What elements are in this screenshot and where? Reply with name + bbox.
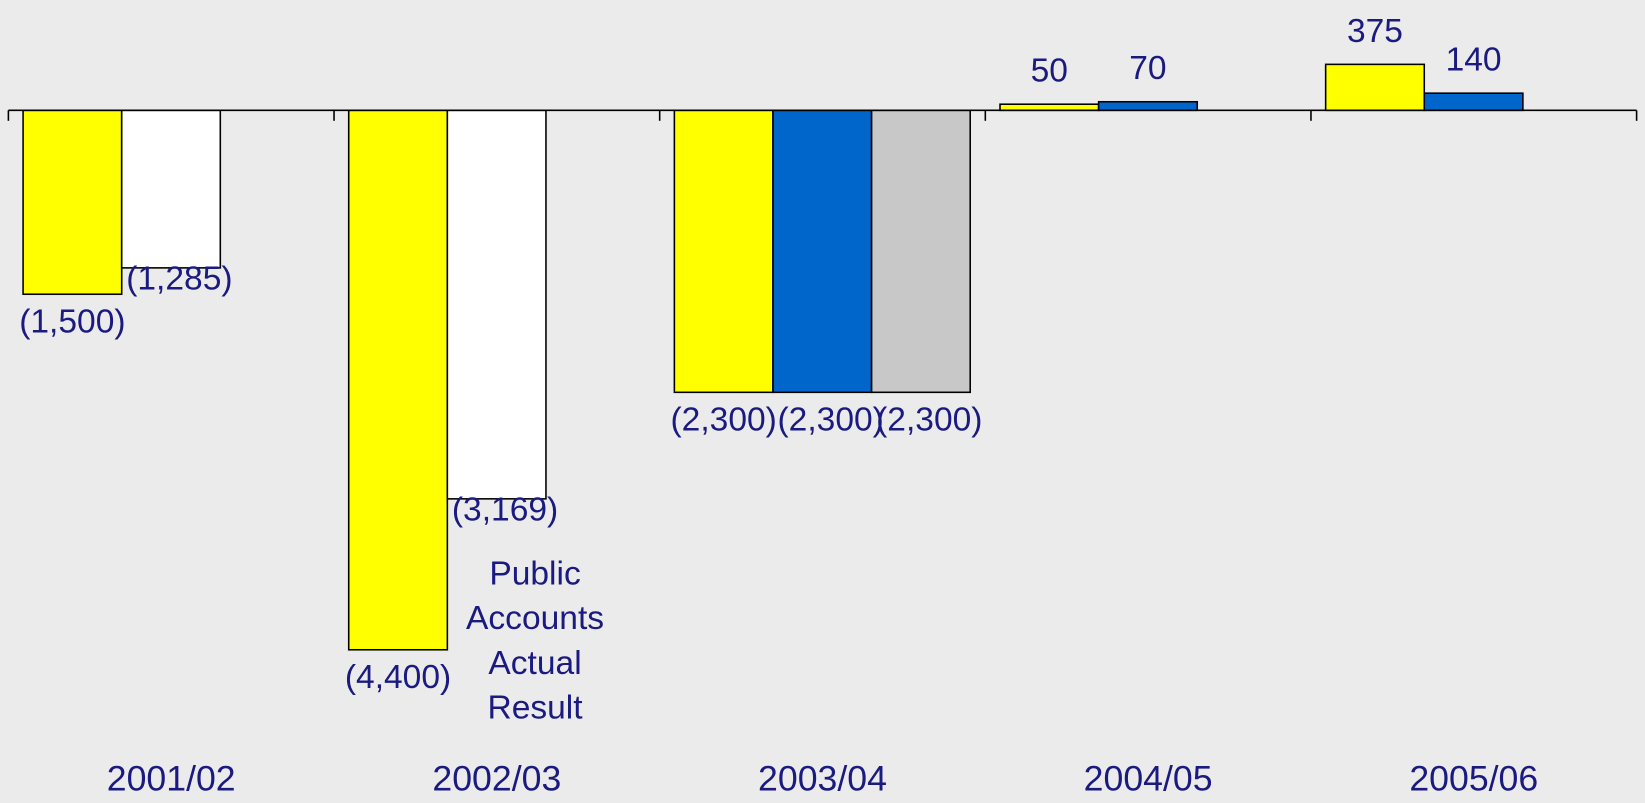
bar xyxy=(870,109,972,394)
bar xyxy=(1097,100,1199,112)
annotation: Actual xyxy=(488,645,581,682)
annotation: Public xyxy=(489,555,580,592)
data-label: 140 xyxy=(1446,42,1502,79)
x-tick-label: 2003/04 xyxy=(758,758,887,798)
data-label: 375 xyxy=(1347,13,1403,50)
data-label: (3,169) xyxy=(452,491,558,528)
data-label: 50 xyxy=(1031,53,1068,90)
bar xyxy=(1324,63,1426,112)
data-label: (1,500) xyxy=(19,303,125,340)
x-tick-label: 2002/03 xyxy=(432,758,561,798)
data-label: (2,300) xyxy=(778,402,884,439)
bar xyxy=(999,103,1100,112)
data-label: (1,285) xyxy=(126,260,232,297)
x-tick-label: 2001/02 xyxy=(107,758,236,798)
bar xyxy=(22,109,123,296)
x-tick-label: 2005/06 xyxy=(1409,758,1538,798)
bar xyxy=(347,109,449,651)
data-label: (2,300) xyxy=(671,402,777,439)
data-label: (4,400) xyxy=(345,659,451,696)
bar xyxy=(772,109,873,394)
annotation: Accounts xyxy=(466,600,604,637)
bar xyxy=(673,109,774,394)
data-label: (2,300) xyxy=(876,402,982,439)
data-label: 70 xyxy=(1129,50,1166,87)
x-tick-label: 2004/05 xyxy=(1084,758,1213,798)
bar xyxy=(1423,92,1524,112)
annotation: Result xyxy=(487,690,583,727)
bar xyxy=(120,109,222,269)
bar xyxy=(446,109,547,500)
